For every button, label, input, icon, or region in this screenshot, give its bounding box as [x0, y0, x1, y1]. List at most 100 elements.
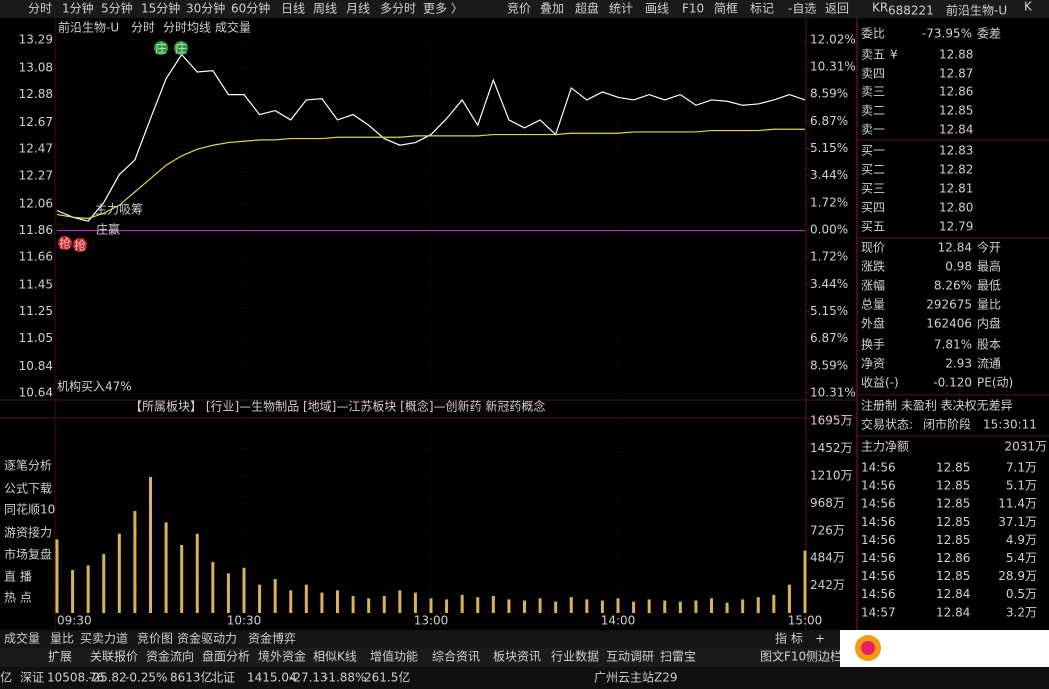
y2-tick-label: 6.87%	[810, 114, 848, 128]
y-tick-label: 11.86	[19, 223, 53, 237]
toolbar-button[interactable]: -自选	[788, 2, 816, 16]
tab[interactable]: 资金驱动力	[177, 631, 237, 646]
toolbar-button[interactable]: 5分钟	[101, 1, 133, 16]
status-item: 广州云主站Z29	[594, 671, 678, 685]
function-button[interactable]: 扫雷宝	[660, 650, 696, 664]
toolbar-button[interactable]: F10	[682, 2, 704, 16]
function-button[interactable]: 板块资讯	[493, 650, 541, 664]
toolbar-button[interactable]: 返回	[825, 2, 849, 16]
side-button[interactable]: 游资接力	[4, 525, 52, 540]
toolbar-button[interactable]: 叠加	[540, 2, 564, 16]
trade-time: 14:56	[861, 587, 896, 601]
volume-bar	[787, 584, 791, 613]
stat-label: 流通	[977, 357, 1001, 371]
function-button[interactable]: 增值功能	[370, 649, 418, 664]
side-button[interactable]: 同花顺10	[4, 502, 55, 517]
function-button[interactable]: 资金流向	[146, 649, 194, 664]
y2-tick-label: 6.87%	[810, 331, 848, 345]
side-button[interactable]: 市场复盘	[4, 547, 52, 562]
side-button[interactable]: 公式下载	[4, 482, 52, 496]
tab[interactable]: 竞价图	[137, 632, 173, 646]
toolbar-button[interactable]: 标记	[750, 2, 774, 16]
function-button[interactable]: 图文F10	[760, 649, 806, 664]
volume-tick-label: 726万	[810, 523, 845, 537]
toolbar-button[interactable]: 简框	[714, 2, 738, 16]
volume-bar	[476, 597, 480, 613]
y2-tick-label: 8.59%	[810, 358, 848, 372]
toolbar-button[interactable]: 周线	[313, 2, 337, 16]
toolbar-button[interactable]: 超盘	[575, 1, 599, 16]
volume-bar	[585, 599, 589, 613]
tab[interactable]: 量比	[50, 632, 74, 646]
y2-tick-label: 8.59%	[810, 87, 848, 101]
function-button[interactable]: 行业数据	[551, 649, 599, 664]
tab[interactable]: 资金博弈	[248, 631, 296, 646]
tab[interactable]: 指 标	[775, 631, 803, 646]
ask-label: 卖五	[861, 48, 885, 62]
y-tick-label: 12.06	[19, 196, 53, 210]
stat-label: 最高	[977, 259, 1001, 274]
function-button[interactable]: 境外资金	[258, 649, 306, 664]
side-button[interactable]: 直 播	[4, 570, 32, 584]
quote-suffix: K	[1024, 0, 1033, 14]
tab[interactable]: 买卖力道	[80, 632, 128, 646]
ask-label: 卖二	[861, 104, 885, 118]
side-button[interactable]: 热 点	[4, 591, 32, 605]
toolbar-button[interactable]: 多分时	[380, 2, 416, 16]
status-item: 8613亿	[170, 670, 213, 685]
y2-tick-label: 5.15%	[810, 141, 848, 155]
volume-bar	[289, 590, 293, 613]
stat-label: 外盘	[861, 316, 885, 331]
volume-bar	[460, 594, 464, 613]
volume-bar	[195, 533, 199, 613]
function-button[interactable]: 侧边栏	[806, 649, 842, 664]
y2-tick-label: 1.72%	[810, 250, 848, 264]
bid-label: 买二	[861, 163, 885, 177]
function-button[interactable]: 盘面分析	[202, 649, 250, 664]
toolbar-button[interactable]: 15分钟	[141, 1, 180, 16]
toolbar-button[interactable]: 画线	[645, 2, 669, 16]
volume-bar	[741, 599, 745, 613]
toolbar-button[interactable]: 竞价	[507, 2, 531, 16]
volume-bar	[367, 598, 371, 613]
function-button[interactable]: 综合资讯	[432, 649, 480, 664]
volume-bar	[554, 601, 558, 613]
price-line	[56, 128, 805, 220]
volume-bar	[117, 533, 121, 613]
toolbar-button[interactable]: 分时	[28, 2, 52, 16]
status-item: -1.88%	[324, 671, 366, 685]
volume-bar	[211, 562, 215, 613]
toolbar-button[interactable]: 60分钟	[231, 1, 270, 16]
tab[interactable]: +	[815, 632, 825, 646]
function-button[interactable]: 相似K线	[313, 650, 357, 664]
toolbar-button[interactable]: 更多 〉	[423, 2, 463, 16]
volume-tick-label: 1210万	[810, 468, 853, 482]
signal-badge	[154, 41, 168, 55]
volume-bar	[336, 590, 339, 613]
tab[interactable]: 成交量	[4, 631, 40, 646]
toolbar-button[interactable]: 月线	[346, 2, 370, 16]
stat-value: 0.98	[945, 260, 972, 274]
annotation: 机构买入47%	[57, 379, 132, 394]
side-button[interactable]: 逐笔分析	[4, 458, 52, 473]
volume-bar	[647, 599, 651, 613]
ask-price: 12.87	[939, 67, 973, 81]
chart-subtitle: 分时	[131, 21, 155, 35]
value: 15:30:11	[983, 418, 1037, 432]
y-tick-label: 11.05	[19, 331, 53, 345]
toolbar-button[interactable]: 统计	[609, 2, 633, 16]
toolbar-button[interactable]: 30分钟	[186, 1, 225, 16]
function-button[interactable]: 扩展	[48, 650, 72, 664]
ask-label: 卖一	[861, 123, 885, 137]
toolbar-button[interactable]: 1分钟	[62, 1, 94, 16]
volume-bar	[55, 539, 59, 613]
annotation: 庄赢	[96, 222, 120, 237]
volume-bar	[538, 598, 542, 613]
function-button[interactable]: 关联报价	[90, 649, 138, 664]
bid-label: 买三	[861, 182, 885, 196]
signal-label: 庄	[175, 41, 187, 56]
label: 主力净额	[861, 440, 909, 454]
toolbar-button[interactable]: 日线	[281, 2, 305, 16]
function-button[interactable]: 互动调研	[606, 650, 654, 664]
